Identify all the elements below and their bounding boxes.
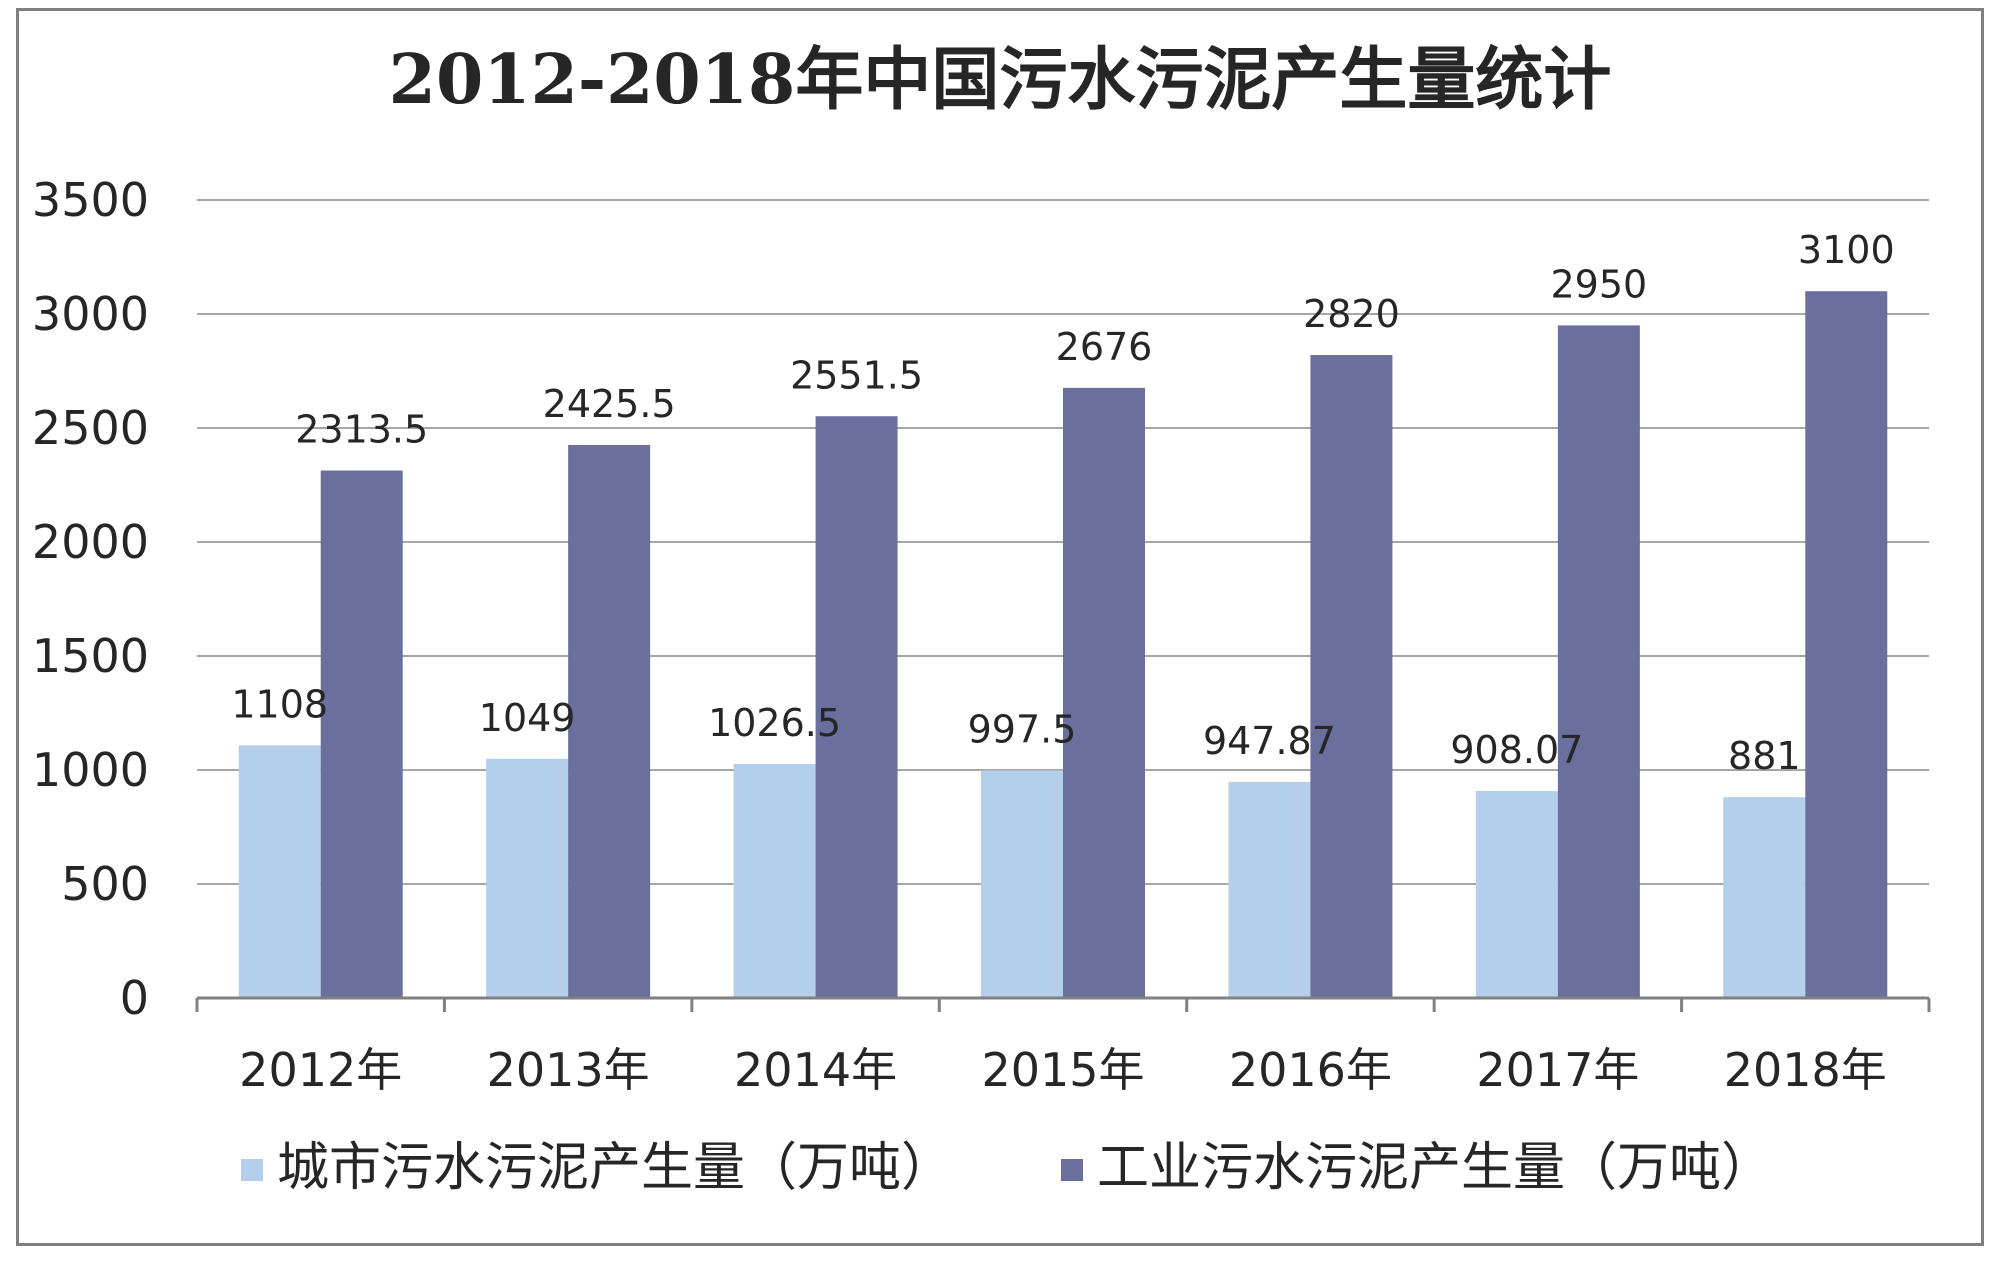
- data-label: 2676: [1056, 325, 1153, 369]
- data-label: 2950: [1550, 262, 1647, 306]
- y-tick-label: 3500: [32, 173, 149, 227]
- bar-industrial-sludge: [568, 444, 651, 999]
- bar-industrial-sludge: [815, 416, 898, 998]
- bar-urban-sludge: [1475, 790, 1558, 998]
- data-labels: 1108 1049 1026.5 997.5 947.87 908.07 881 2313.5…: [231, 228, 1894, 778]
- x-category-label: 2013年: [487, 1043, 650, 1097]
- bar-industrial-sludge: [1557, 325, 1640, 998]
- y-tick-label: 2000: [32, 515, 149, 569]
- legend[interactable]: 城市污水污泥产生量（万吨） 工业污水污泥产生量（万吨）: [241, 1138, 1773, 1198]
- y-tick-label: 500: [61, 857, 149, 911]
- y-tick-label: 0: [120, 971, 149, 1025]
- y-tick-label: 1000: [32, 743, 149, 797]
- data-label: 947.87: [1203, 719, 1336, 763]
- legend-swatch: [1061, 1159, 1083, 1181]
- x-category-label: 2012年: [239, 1043, 402, 1097]
- chart-title: 2012-2018年中国污水污泥产生量统计: [389, 40, 1612, 120]
- y-axis-ticks: 0 500 1000 1500 2000 2500 3000 3500: [32, 173, 149, 1025]
- legend-label[interactable]: 城市污水污泥产生量（万吨）: [277, 1138, 953, 1198]
- bar-urban-sludge: [486, 758, 569, 998]
- x-category-label: 2017年: [1476, 1043, 1639, 1097]
- bar-urban-sludge: [981, 770, 1063, 998]
- chart-svg: 2012-2018年中国污水污泥产生量统计 0 500 1000 1500 2000 25…: [32, 40, 1931, 1198]
- bar-industrial-sludge: [320, 470, 403, 999]
- bars: [238, 291, 1888, 999]
- bar-industrial-sludge: [1310, 355, 1393, 998]
- data-label: 997.5: [968, 708, 1077, 752]
- y-tick-label: 1500: [32, 629, 149, 683]
- data-label: 2820: [1303, 292, 1400, 336]
- chart-frame: 2012-2018年中国污水污泥产生量统计 0 500 1000 1500 2000 25…: [16, 8, 1984, 1246]
- x-category-label: 2018年: [1724, 1043, 1887, 1097]
- x-category-label: 2016年: [1229, 1043, 1392, 1097]
- data-label: 1049: [479, 696, 576, 740]
- data-label: 2425.5: [543, 382, 676, 426]
- x-axis-categories: 2012年 2013年 2014年 2015年 2016年 2017年 2018年: [239, 1043, 1887, 1097]
- bar-urban-sludge: [238, 745, 321, 998]
- data-label: 881: [1728, 734, 1801, 778]
- bar-urban-sludge: [733, 763, 816, 998]
- y-tick-label: 3000: [32, 287, 149, 341]
- x-category-label: 2014年: [734, 1043, 897, 1097]
- legend-label[interactable]: 工业污水污泥产生量（万吨）: [1097, 1138, 1773, 1198]
- bar-urban-sludge: [1228, 781, 1311, 998]
- data-label: 908.07: [1450, 728, 1583, 772]
- data-label: 1108: [231, 682, 328, 726]
- data-label: 1026.5: [708, 701, 841, 745]
- data-label: 3100: [1798, 228, 1895, 272]
- data-label: 2551.5: [790, 353, 923, 397]
- legend-swatch: [241, 1159, 263, 1181]
- data-label: 2313.5: [295, 408, 428, 452]
- bar-urban-sludge: [1723, 797, 1806, 998]
- bar-industrial-sludge: [1805, 291, 1888, 998]
- x-category-label: 2015年: [981, 1043, 1144, 1097]
- bar-industrial-sludge: [1063, 387, 1145, 998]
- x-axis: [195, 996, 1931, 1012]
- y-tick-label: 2500: [32, 401, 149, 455]
